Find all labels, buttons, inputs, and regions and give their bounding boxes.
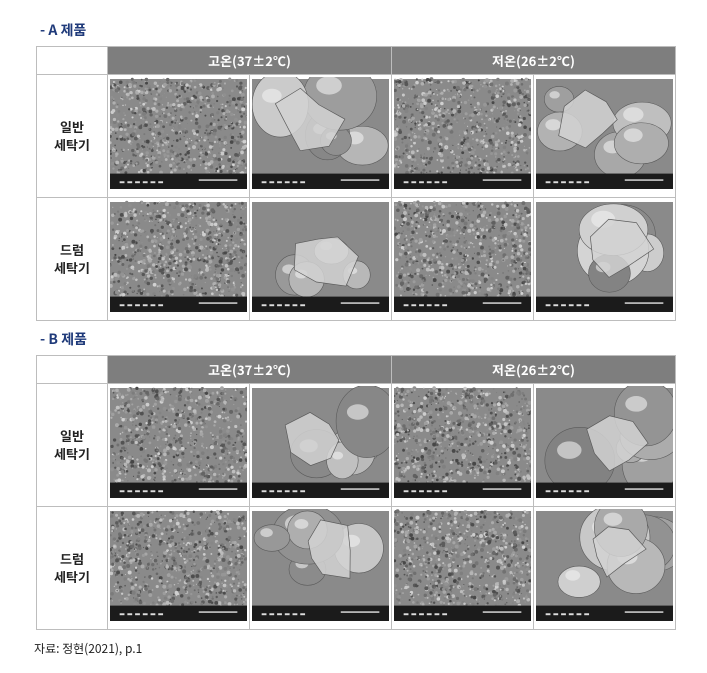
- sem-cell: [534, 198, 676, 321]
- sem-image: [536, 509, 673, 623]
- sem-cell: [108, 384, 250, 507]
- sem-image: [110, 77, 247, 191]
- sem-image: [394, 509, 531, 623]
- sem-image: [252, 386, 389, 500]
- col-header-high-a: 고온(37±2℃): [108, 47, 392, 75]
- sem-cell: [392, 384, 534, 507]
- sem-cell: [108, 198, 250, 321]
- col-header-low-a: 저온(26±2℃): [392, 47, 676, 75]
- sem-image: [110, 200, 247, 314]
- sem-image: [394, 386, 531, 500]
- row-label-drum-a: 드럼 세탁기: [37, 198, 108, 321]
- sem-cell: [250, 75, 392, 198]
- sem-image: [252, 200, 389, 314]
- sem-cell: [250, 384, 392, 507]
- sem-image: [110, 509, 247, 623]
- product-b-table: 고온(37±2℃) 저온(26±2℃) 일반 세탁기 드럼 세탁기: [36, 355, 676, 630]
- sem-image: [536, 386, 673, 500]
- sem-cell: [250, 507, 392, 630]
- sem-cell: [108, 507, 250, 630]
- row-label-normal-a: 일반 세탁기: [37, 75, 108, 198]
- sem-cell: [534, 507, 676, 630]
- product-a-title: - A 제품: [40, 20, 691, 40]
- sem-image: [394, 77, 531, 191]
- sem-cell: [392, 75, 534, 198]
- col-header-high-b: 고온(37±2℃): [108, 356, 392, 384]
- sem-cell: [534, 75, 676, 198]
- sem-image: [252, 77, 389, 191]
- blank-header: [37, 356, 108, 384]
- sem-image: [252, 509, 389, 623]
- sem-image: [110, 386, 247, 500]
- row-label-normal-b: 일반 세탁기: [37, 384, 108, 507]
- sem-cell: [392, 507, 534, 630]
- source-citation: 자료: 정현(2021), p.1: [34, 640, 691, 657]
- sem-cell: [108, 75, 250, 198]
- blank-header: [37, 47, 108, 75]
- sem-image: [536, 200, 673, 314]
- product-a-table: 고온(37±2℃) 저온(26±2℃) 일반 세탁기 드럼 세탁기: [36, 46, 676, 321]
- sem-cell: [534, 384, 676, 507]
- product-b-title: - B 제품: [40, 329, 691, 349]
- sem-image: [536, 77, 673, 191]
- row-label-drum-b: 드럼 세탁기: [37, 507, 108, 630]
- sem-cell: [250, 198, 392, 321]
- sem-image: [394, 200, 531, 314]
- col-header-low-b: 저온(26±2℃): [392, 356, 676, 384]
- sem-cell: [392, 198, 534, 321]
